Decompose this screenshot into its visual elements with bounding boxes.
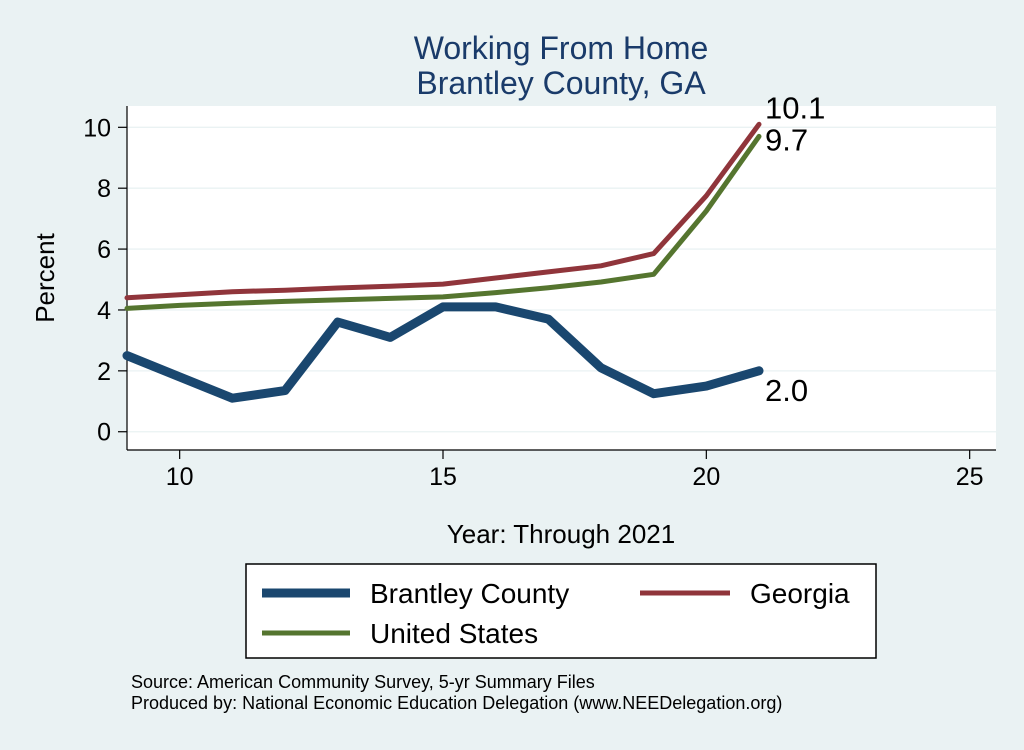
y-tick-label-8: 8: [97, 175, 111, 203]
series-line-brantley-county: [122, 302, 764, 403]
legend-label-united-states: United States: [370, 618, 538, 649]
y-axis-title: Percent: [30, 232, 60, 322]
end-labels: 2.0 10.19.7: [765, 90, 825, 408]
y-tick-label-2: 2: [97, 358, 111, 386]
y-axis-ticks: 0 2 4 6 8 10: [83, 114, 127, 447]
x-axis-ticks: 10 15 20 25: [166, 450, 984, 491]
x-axis-title: Year: Through 2021: [447, 519, 675, 549]
chart-title-line-1: Working From Home: [414, 30, 709, 66]
end-label-georgia: 10.1: [765, 90, 825, 125]
series-line-united-states: [124, 133, 762, 311]
produced-by-note: Produced by: National Economic Education…: [131, 693, 782, 713]
legend-label-georgia: Georgia: [750, 578, 850, 609]
source-note: Source: American Community Survey, 5-yr …: [131, 672, 595, 692]
y-tick-label-6: 6: [97, 236, 111, 264]
series-line-georgia: [124, 121, 762, 301]
end-label-united-states: 9.7: [765, 122, 808, 157]
y-tick-label-10: 10: [83, 114, 111, 142]
chart-title-line-2: Brantley County, GA: [416, 65, 706, 101]
end-label-brantley-county: 2.0: [765, 373, 808, 408]
legend: [245, 563, 877, 659]
x-tick-label-10: 10: [166, 463, 194, 491]
y-tick-label-0: 0: [97, 419, 111, 447]
x-tick-label-25: 25: [956, 463, 984, 491]
x-tick-label-15: 15: [429, 463, 457, 491]
y-tick-label-4: 4: [97, 297, 111, 325]
grid-lines: [127, 126, 996, 433]
x-tick-label-20: 20: [692, 463, 720, 491]
legend-label-brantley-county: Brantley County: [370, 578, 569, 609]
legend-items: Brantley County Georgia United States: [262, 578, 850, 649]
series-lines: [122, 121, 764, 403]
